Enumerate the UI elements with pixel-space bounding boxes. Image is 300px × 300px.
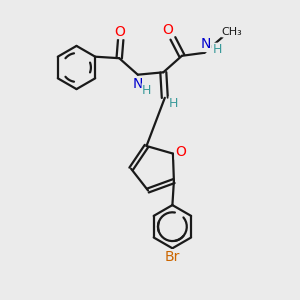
Text: H: H [169, 97, 178, 110]
Text: O: O [175, 145, 186, 159]
Text: N: N [201, 38, 211, 51]
Text: H: H [142, 84, 152, 97]
Text: O: O [115, 25, 125, 38]
Text: H: H [212, 43, 222, 56]
Text: CH₃: CH₃ [222, 27, 242, 37]
Text: Br: Br [165, 250, 180, 264]
Text: N: N [133, 77, 143, 91]
Text: O: O [162, 23, 173, 37]
